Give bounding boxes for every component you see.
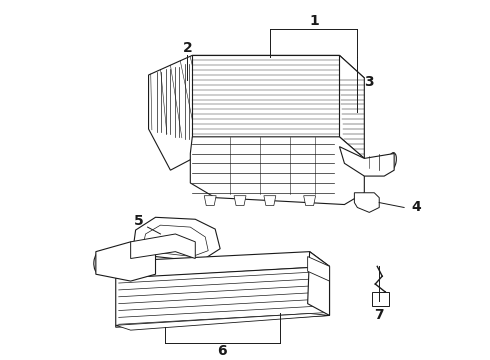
Polygon shape — [134, 217, 220, 261]
Polygon shape — [116, 266, 329, 327]
Text: 4: 4 — [411, 201, 421, 215]
Polygon shape — [372, 292, 389, 306]
Polygon shape — [354, 193, 379, 212]
Text: 5: 5 — [134, 214, 144, 228]
Polygon shape — [116, 314, 329, 330]
Text: 6: 6 — [218, 344, 227, 358]
Polygon shape — [304, 196, 316, 206]
Polygon shape — [308, 252, 329, 315]
Polygon shape — [308, 257, 329, 281]
Polygon shape — [340, 147, 394, 176]
Polygon shape — [116, 252, 329, 278]
Polygon shape — [340, 55, 365, 158]
Text: 7: 7 — [374, 307, 384, 321]
Polygon shape — [234, 196, 246, 206]
Polygon shape — [192, 55, 340, 137]
Polygon shape — [190, 137, 365, 204]
Text: 2: 2 — [182, 41, 192, 55]
Polygon shape — [131, 234, 196, 258]
Polygon shape — [192, 55, 365, 95]
Text: 1: 1 — [310, 14, 319, 28]
Text: 3: 3 — [365, 75, 374, 89]
Polygon shape — [264, 196, 276, 206]
Polygon shape — [204, 196, 216, 206]
Polygon shape — [96, 242, 155, 281]
Polygon shape — [148, 55, 215, 170]
